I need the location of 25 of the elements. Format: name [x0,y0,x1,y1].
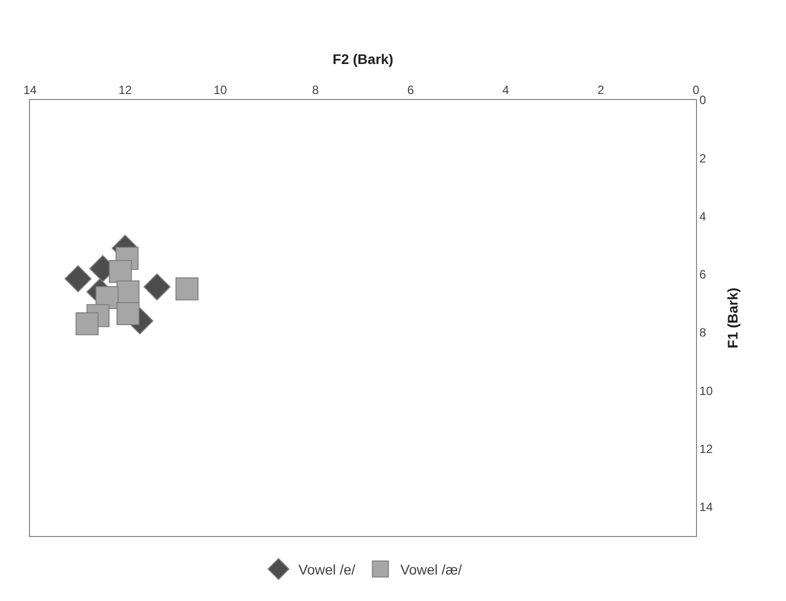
y-tick-label: 4 [699,209,706,224]
point [76,312,99,336]
legend-label: Vowel /e/ [298,562,356,578]
legend-label: Vowel /æ/ [400,562,462,578]
x-tick-label: 14 [23,83,37,98]
x-tick-label: 2 [598,83,605,98]
x-tick-label: 6 [407,83,414,98]
x-axis-title: F2 (Bark) [332,50,394,67]
x-tick-label: 10 [214,83,228,98]
x-tick-label: 12 [118,83,132,98]
y-tick-label: 2 [699,151,706,166]
x-tick-label: 4 [502,83,510,98]
point [116,302,140,326]
point [64,265,92,292]
y-tick-label: 8 [699,326,706,340]
y-tick-label: 12 [699,442,714,456]
y-tick-label: 14 [699,500,714,514]
point [108,260,132,283]
point [144,273,171,300]
y-tick-label: 6 [699,268,706,282]
y-axis-title: F1 (Bark) [724,288,740,348]
y-tick-label: 10 [699,384,714,398]
x-tick-label: 8 [312,83,320,98]
point [175,277,198,300]
y-tick-label: 0 [699,93,706,108]
